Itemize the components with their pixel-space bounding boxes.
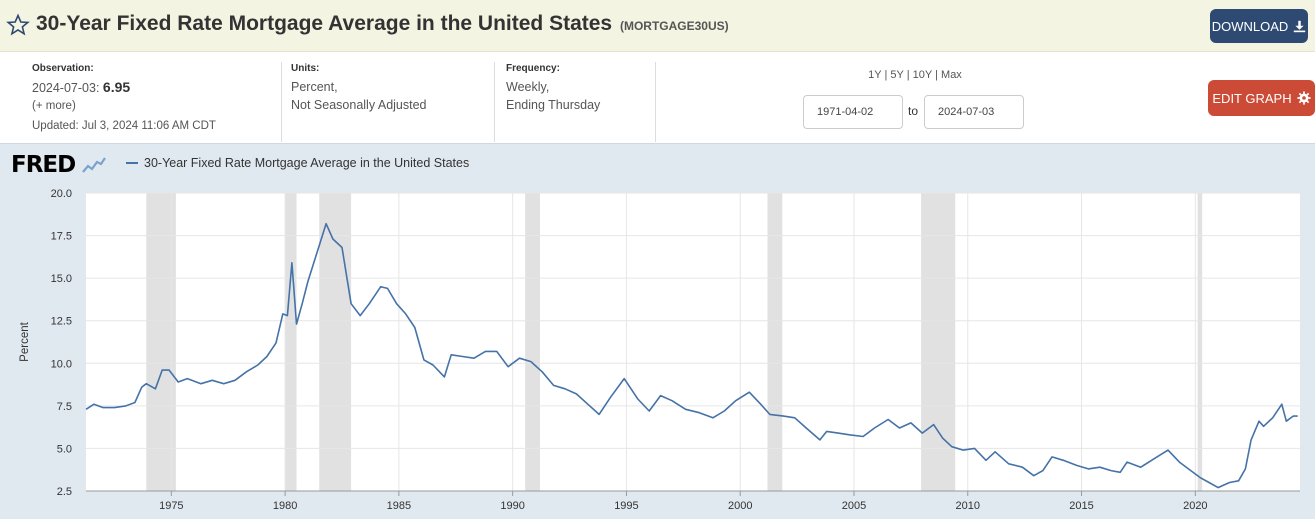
- y-tick-label: 15.0: [51, 273, 72, 285]
- divider: [281, 62, 282, 142]
- start-date-input[interactable]: 1971-04-02: [803, 95, 903, 129]
- legend-label: 30-Year Fixed Rate Mortgage Average in t…: [144, 156, 470, 170]
- range-1y[interactable]: 1Y: [868, 69, 882, 81]
- y-tick-label: 2.5: [57, 486, 72, 498]
- x-tick-label: 2005: [842, 500, 866, 512]
- edit-graph-button[interactable]: EDIT GRAPH: [1208, 80, 1315, 116]
- star-icon[interactable]: [6, 13, 30, 37]
- x-tick-label: 2015: [1069, 500, 1093, 512]
- frequency-block: Frequency: Weekly, Ending Thursday: [506, 62, 651, 142]
- recession-band: [1197, 193, 1203, 491]
- range-10y[interactable]: 10Y: [912, 69, 933, 81]
- observation-value: 6.95: [102, 79, 131, 95]
- recession-band: [525, 193, 540, 491]
- end-date-input[interactable]: 2024-07-03: [924, 95, 1024, 129]
- plot-background: [86, 193, 1300, 491]
- y-tick-label: 20.0: [51, 188, 72, 200]
- recession-band: [285, 193, 297, 491]
- gear-icon: [1297, 91, 1311, 105]
- series-meta: Observation: 2024-07-03: 6.95 (+ more) U…: [0, 52, 1315, 143]
- chart-legend: 30-Year Fixed Rate Mortgage Average in t…: [126, 156, 469, 170]
- recession-band: [921, 193, 956, 491]
- y-tick-label: 10.0: [51, 358, 72, 370]
- divider: [494, 62, 495, 142]
- frequency-line1: Weekly,: [506, 80, 550, 94]
- title-bar: 30-Year Fixed Rate Mortgage Average in t…: [0, 0, 1315, 52]
- x-tick-label: 1990: [500, 500, 524, 512]
- frequency-label: Frequency:: [506, 63, 560, 74]
- observation-date: 2024-07-03:: [32, 81, 100, 95]
- units-block: Units: Percent, Not Seasonally Adjusted: [291, 62, 486, 142]
- observation-block: Observation: 2024-07-03: 6.95 (+ more) U…: [32, 62, 272, 142]
- line-chart[interactable]: 2.5 5.0 7.5 10.0 12.5 15.0 17.5 20.0 1975 1980 19…: [0, 144, 1315, 520]
- series-id: (MORTGAGE30US): [619, 19, 729, 33]
- series-title: 30-Year Fixed Rate Mortgage Average in t…: [36, 12, 613, 35]
- download-button[interactable]: DOWNLOAD: [1210, 9, 1308, 43]
- y-tick-label: 5.0: [57, 443, 72, 455]
- range-5y[interactable]: 5Y: [890, 69, 904, 81]
- fred-logo[interactable]: FRED: [11, 152, 107, 178]
- legend-swatch: [126, 162, 138, 164]
- units-label: Units:: [291, 63, 320, 74]
- x-tick-label: 1975: [159, 500, 183, 512]
- y-tick-label: 17.5: [51, 231, 72, 243]
- x-tick-label: 1985: [387, 500, 411, 512]
- series-line[interactable]: [85, 222, 1298, 489]
- units-line1: Percent,: [291, 80, 338, 94]
- x-tick-label: 2000: [728, 500, 752, 512]
- divider: [655, 62, 656, 142]
- chart-area: FRED 30-Year Fixed Rate Mortgage Average…: [0, 143, 1315, 519]
- recession-band: [767, 193, 783, 491]
- observation-label: Observation:: [32, 63, 94, 74]
- download-icon: [1294, 20, 1306, 32]
- range-links: 1Y | 5Y | 10Y | Max: [868, 69, 962, 81]
- to-label: to: [908, 104, 919, 118]
- page-title: 30-Year Fixed Rate Mortgage Average in t…: [36, 12, 729, 36]
- fred-logo-text: FRED: [11, 152, 76, 178]
- y-tick-label: 12.5: [51, 316, 72, 328]
- download-label: DOWNLOAD: [1211, 18, 1289, 34]
- edit-graph-label: EDIT GRAPH: [1212, 90, 1292, 106]
- units-line2: Not Seasonally Adjusted: [291, 98, 427, 112]
- more-observations-link[interactable]: (+ more): [32, 100, 76, 112]
- frequency-line2: Ending Thursday: [506, 98, 601, 112]
- y-tick-label: 7.5: [57, 401, 72, 413]
- x-tick-label: 2010: [956, 500, 980, 512]
- updated-text: Updated: Jul 3, 2024 11:06 AM CDT: [32, 120, 216, 132]
- recession-band: [319, 193, 352, 491]
- x-tick-label: 1980: [273, 500, 297, 512]
- x-tick-label: 2020: [1183, 500, 1207, 512]
- y-axis-label: Percent: [19, 321, 31, 361]
- x-tick-label: 1995: [614, 500, 638, 512]
- range-max[interactable]: Max: [941, 69, 962, 81]
- fred-graph-icon: [82, 157, 107, 173]
